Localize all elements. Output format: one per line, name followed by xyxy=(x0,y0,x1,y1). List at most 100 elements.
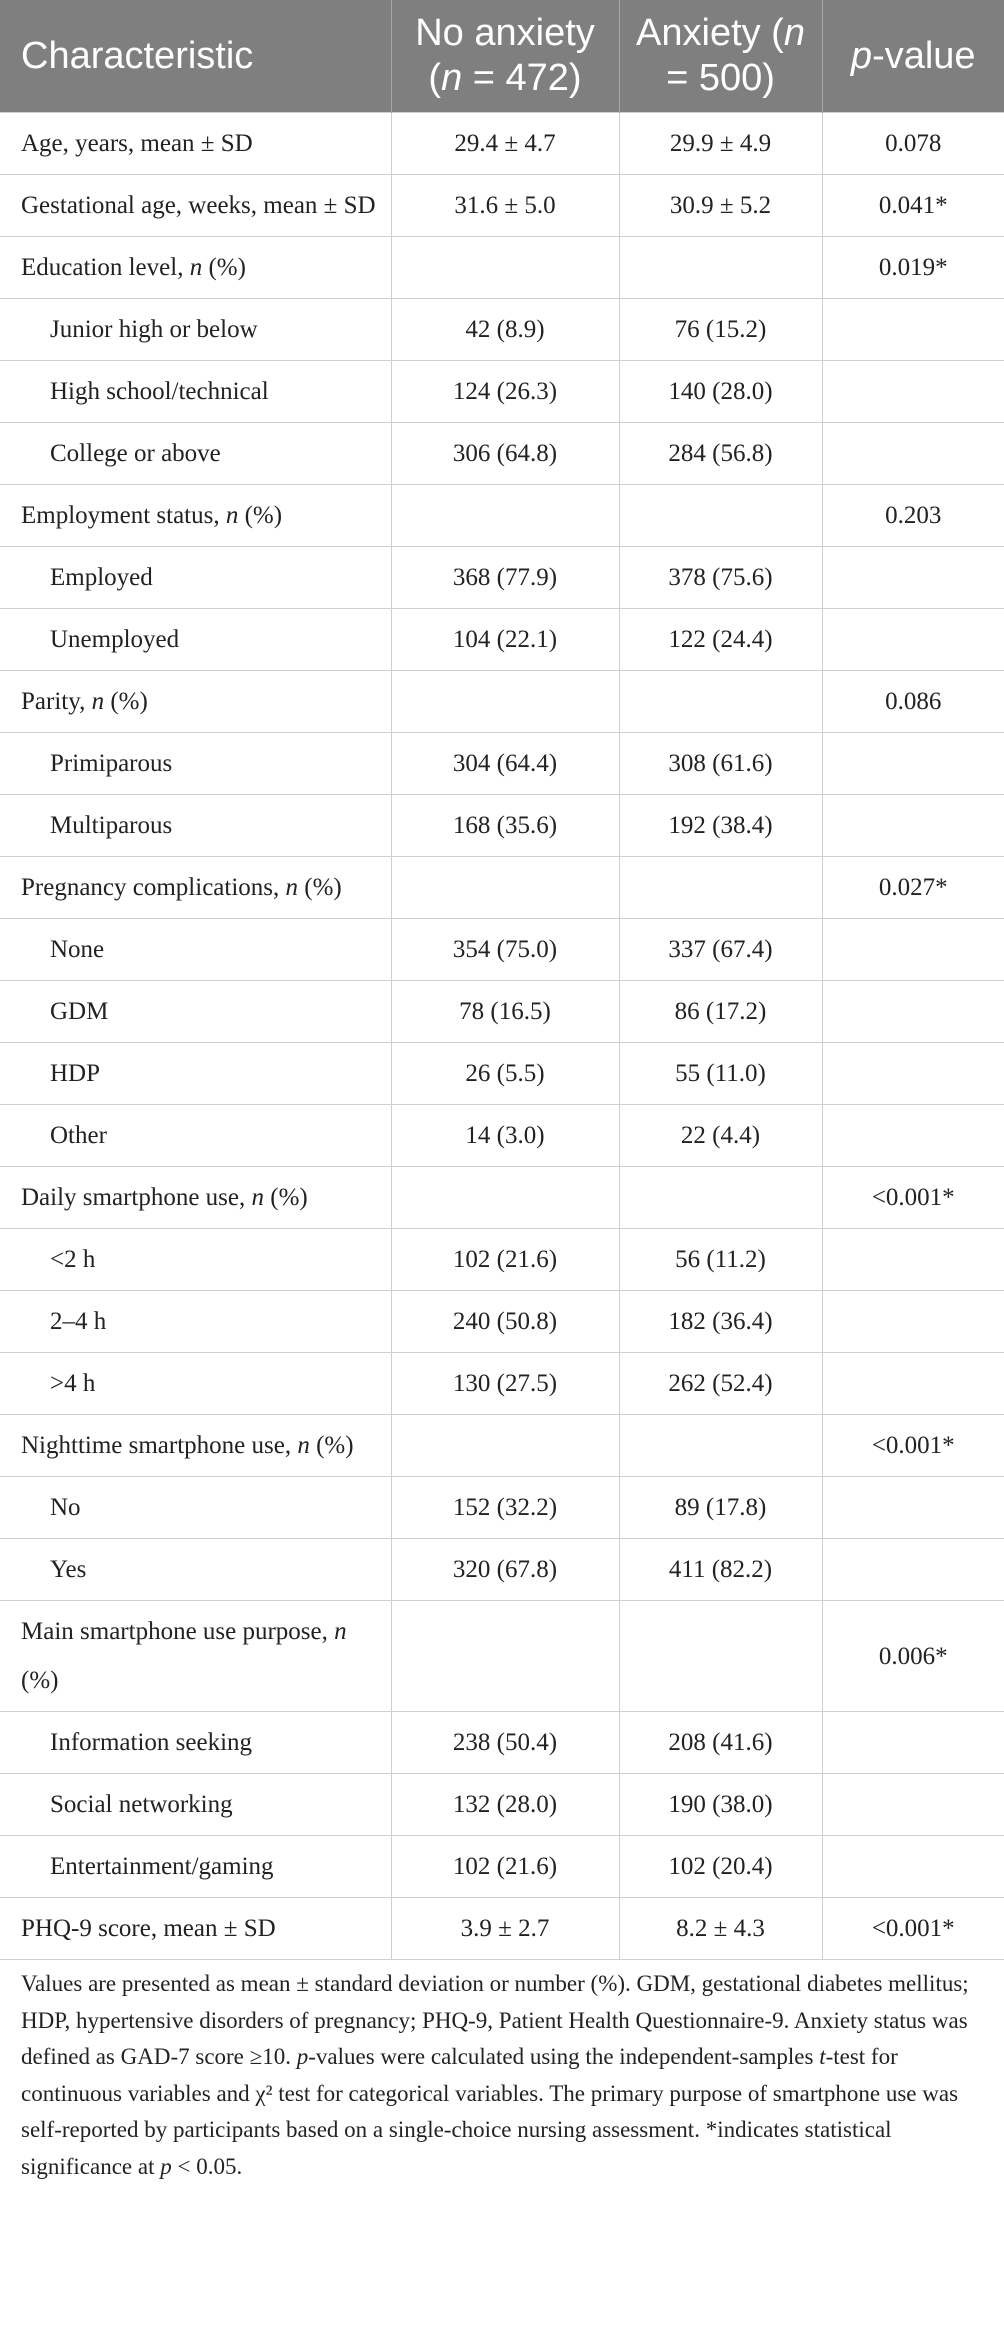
table-row: Primiparous 304 (64.4) 308 (61.6) xyxy=(0,732,1004,795)
cell xyxy=(390,1166,620,1229)
cell: 368 (77.9) xyxy=(390,546,620,609)
cell: 304 (64.4) xyxy=(390,732,620,795)
table-row: Junior high or below 42 (8.9) 76 (15.2) xyxy=(0,298,1004,361)
cell: 3.9 ± 2.7 xyxy=(390,1897,620,1960)
table-row: Education level, n (%) 0.019* xyxy=(0,236,1004,299)
cell: <0.001* xyxy=(821,1166,1004,1229)
table-row: Main smartphone use purpose, n (%) 0.006* xyxy=(0,1600,1004,1712)
table-row: No 152 (32.2) 89 (17.8) xyxy=(0,1476,1004,1539)
cell: <0.001* xyxy=(821,1897,1004,1960)
cell: 354 (75.0) xyxy=(390,918,620,981)
cell xyxy=(821,1835,1004,1898)
row-label: Yes xyxy=(0,1538,392,1601)
cell xyxy=(618,670,823,733)
cell xyxy=(618,1600,823,1712)
cell xyxy=(390,670,620,733)
cell: 14 (3.0) xyxy=(390,1104,620,1167)
cell: 26 (5.5) xyxy=(390,1042,620,1105)
cell xyxy=(390,856,620,919)
footnote: Values are presented as mean ± standard … xyxy=(21,1971,969,2179)
cell: 182 (36.4) xyxy=(618,1290,823,1353)
header-cell: p-value xyxy=(821,0,1004,113)
header-cell: No anxiety (n = 472) xyxy=(390,0,619,113)
cell: <0.001* xyxy=(821,1414,1004,1477)
cell: 29.9 ± 4.9 xyxy=(618,112,823,175)
data-table: Characteristic No anxiety (n = 472) Anxiet… xyxy=(0,0,1004,1960)
cell: 22 (4.4) xyxy=(618,1104,823,1167)
row-label: Employment status, n (%) xyxy=(0,484,392,547)
cell: 284 (56.8) xyxy=(618,422,823,485)
cell: 42 (8.9) xyxy=(390,298,620,361)
row-label: 2–4 h xyxy=(0,1290,392,1353)
cell: 76 (15.2) xyxy=(618,298,823,361)
cell xyxy=(390,236,620,299)
cell xyxy=(390,1414,620,1477)
row-label: Junior high or below xyxy=(0,298,392,361)
cell: 190 (38.0) xyxy=(618,1773,823,1836)
row-label: <2 h xyxy=(0,1228,392,1291)
cell: 320 (67.8) xyxy=(390,1538,620,1601)
table-row: GDM 78 (16.5) 86 (17.2) xyxy=(0,980,1004,1043)
table-row: Age, years, mean ± SD 29.4 ± 4.7 29.9 ± 4.… xyxy=(0,112,1004,175)
cell: 122 (24.4) xyxy=(618,608,823,671)
cell xyxy=(821,794,1004,857)
row-label: Education level, n (%) xyxy=(0,236,392,299)
table-row: >4 h 130 (27.5) 262 (52.4) xyxy=(0,1352,1004,1415)
cell: 192 (38.4) xyxy=(618,794,823,857)
row-label: Gestational age, weeks, mean ± SD xyxy=(0,174,392,237)
header-row: Characteristic No anxiety (n = 472) Anxiet… xyxy=(0,0,1004,113)
cell: 0.203 xyxy=(821,484,1004,547)
cell: 0.019* xyxy=(821,236,1004,299)
cell xyxy=(821,1773,1004,1836)
cell xyxy=(618,236,823,299)
table-row: Daily smartphone use, n (%) <0.001* xyxy=(0,1166,1004,1229)
cell: 378 (75.6) xyxy=(618,546,823,609)
row-label: Multiparous xyxy=(0,794,392,857)
row-label: High school/technical xyxy=(0,360,392,423)
table-row: Unemployed 104 (22.1) 122 (24.4) xyxy=(0,608,1004,671)
table-row: Employed 368 (77.9) 378 (75.6) xyxy=(0,546,1004,609)
row-label: GDM xyxy=(0,980,392,1043)
row-label: Main smartphone use purpose, n (%) xyxy=(0,1600,392,1712)
table-row: 2–4 h 240 (50.8) 182 (36.4) xyxy=(0,1290,1004,1353)
cell: 132 (28.0) xyxy=(390,1773,620,1836)
table-row: Parity, n (%) 0.086 xyxy=(0,670,1004,733)
cell xyxy=(618,1166,823,1229)
cell xyxy=(821,1290,1004,1353)
table-row: Employment status, n (%) 0.203 xyxy=(0,484,1004,547)
table-row: Yes 320 (67.8) 411 (82.2) xyxy=(0,1538,1004,1601)
cell: 102 (21.6) xyxy=(390,1228,620,1291)
cell: 130 (27.5) xyxy=(390,1352,620,1415)
table-row: Nighttime smartphone use, n (%) <0.001* xyxy=(0,1414,1004,1477)
cell: 29.4 ± 4.7 xyxy=(390,112,620,175)
cell: 262 (52.4) xyxy=(618,1352,823,1415)
cell xyxy=(618,1414,823,1477)
cell: 152 (32.2) xyxy=(390,1476,620,1539)
cell xyxy=(821,422,1004,485)
cell: 56 (11.2) xyxy=(618,1228,823,1291)
cell: 104 (22.1) xyxy=(390,608,620,671)
cell xyxy=(821,1104,1004,1167)
cell: 0.006* xyxy=(821,1600,1004,1712)
row-label: Nighttime smartphone use, n (%) xyxy=(0,1414,392,1477)
cell: 308 (61.6) xyxy=(618,732,823,795)
cell: 30.9 ± 5.2 xyxy=(618,174,823,237)
cell: 8.2 ± 4.3 xyxy=(618,1897,823,1960)
cell xyxy=(821,546,1004,609)
cell xyxy=(821,1228,1004,1291)
cell xyxy=(390,484,620,547)
table-row: Multiparous 168 (35.6) 192 (38.4) xyxy=(0,794,1004,857)
cell: 78 (16.5) xyxy=(390,980,620,1043)
table-row: High school/technical 124 (26.3) 140 (28.0… xyxy=(0,360,1004,423)
table-row: College or above 306 (64.8) 284 (56.8) xyxy=(0,422,1004,485)
table-body: Age, years, mean ± SD 29.4 ± 4.7 29.9 ± 4.… xyxy=(0,112,1004,1960)
cell: 55 (11.0) xyxy=(618,1042,823,1105)
cell xyxy=(821,980,1004,1043)
cell: 208 (41.6) xyxy=(618,1711,823,1774)
cell: 306 (64.8) xyxy=(390,422,620,485)
cell: 0.041* xyxy=(821,174,1004,237)
cell: 411 (82.2) xyxy=(618,1538,823,1601)
cell xyxy=(821,1538,1004,1601)
table-row: Information seeking 238 (50.4) 208 (41.6) xyxy=(0,1711,1004,1774)
